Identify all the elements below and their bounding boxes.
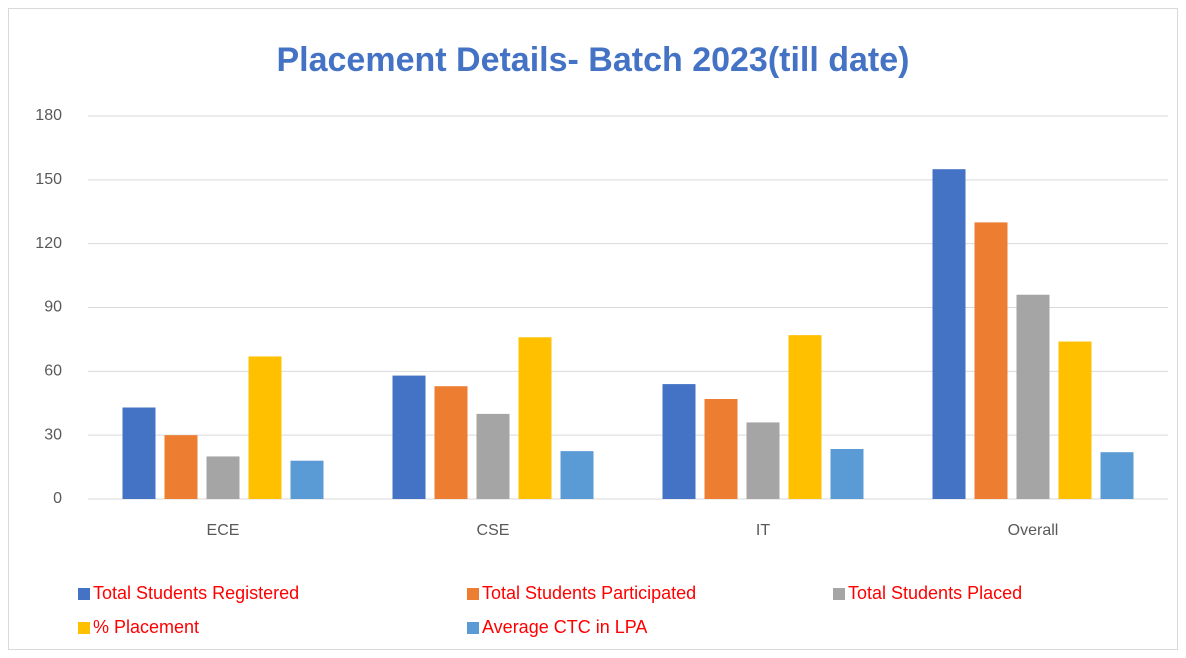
y-tick-label: 0 — [53, 490, 62, 507]
x-tick-label: IT — [756, 522, 770, 539]
y-tick-label: 180 — [35, 107, 62, 124]
legend-swatch — [78, 588, 90, 600]
bar — [704, 398, 738, 499]
legend-swatch — [467, 622, 479, 634]
bar — [788, 335, 822, 499]
y-tick-label: 90 — [44, 299, 62, 316]
bar — [830, 448, 864, 499]
legend-label: Total Students Participated — [482, 583, 696, 603]
y-tick-label: 30 — [44, 426, 62, 443]
bar — [932, 169, 966, 499]
bar — [974, 222, 1008, 499]
bar — [1058, 341, 1092, 499]
legend-label: % Placement — [93, 617, 199, 637]
legend-swatch — [78, 622, 90, 634]
y-tick-label: 120 — [35, 235, 62, 252]
legend-label: Average CTC in LPA — [482, 617, 647, 637]
chart-title: Placement Details- Batch 2023(till date) — [276, 41, 909, 79]
bar — [518, 337, 552, 499]
bar — [122, 407, 156, 499]
bar — [434, 386, 468, 499]
bar — [746, 422, 780, 499]
x-tick-label: Overall — [1008, 522, 1059, 539]
bar — [248, 356, 282, 499]
legend-label: Total Students Placed — [848, 583, 1022, 603]
y-tick-label: 60 — [44, 363, 62, 380]
y-tick-label: 150 — [35, 171, 62, 188]
legend-swatch — [833, 588, 845, 600]
bar — [476, 413, 510, 499]
bar — [392, 375, 426, 499]
bar — [560, 451, 594, 499]
bar — [1016, 294, 1050, 499]
bar — [662, 384, 696, 499]
x-tick-label: CSE — [477, 522, 510, 539]
bar — [1100, 452, 1134, 499]
bar — [206, 456, 240, 499]
bar — [164, 435, 198, 499]
x-tick-label: ECE — [207, 522, 240, 539]
legend-label: Total Students Registered — [93, 583, 299, 603]
bar — [290, 460, 324, 499]
legend-swatch — [467, 588, 479, 600]
